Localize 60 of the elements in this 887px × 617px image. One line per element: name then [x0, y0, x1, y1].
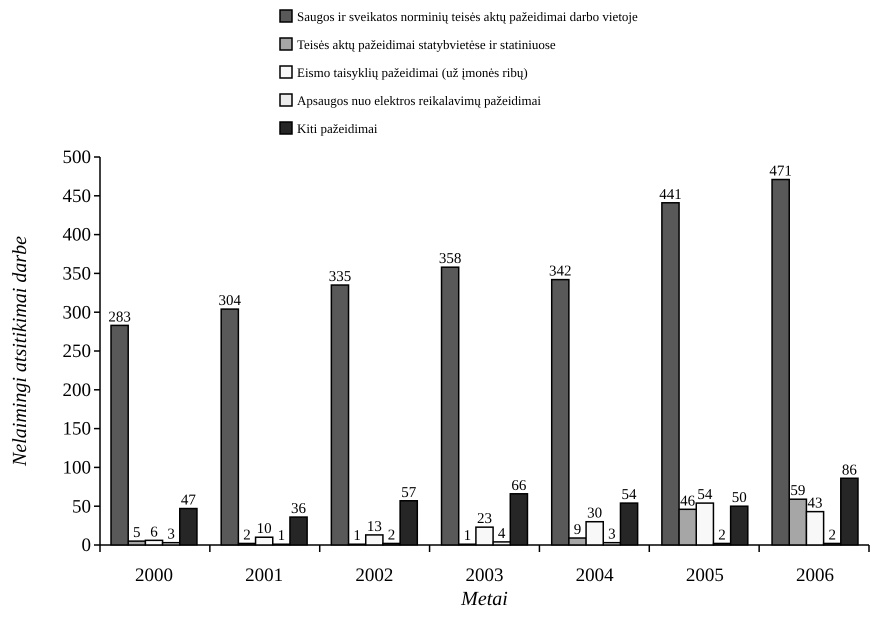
data-label: 1: [278, 528, 286, 544]
data-label: 2: [243, 527, 251, 544]
data-label: 13: [366, 518, 382, 535]
legend-label: Teisės aktų pažeidimai statybvietėse ir statiniuose: [297, 37, 556, 52]
data-label: 54: [697, 487, 713, 504]
data-label: 10: [256, 521, 272, 538]
data-label: 358: [438, 251, 462, 268]
data-label: 5: [133, 525, 141, 542]
data-label: 57: [401, 484, 417, 501]
legend-label: Apsaugos nuo elektros reikalavimų pažeidimai: [297, 93, 542, 108]
data-label: 2: [828, 527, 836, 544]
data-label: 2: [718, 527, 726, 544]
data-label: 23: [477, 511, 492, 528]
x-tick-label: 2001: [245, 565, 284, 586]
data-label: 471: [769, 164, 792, 180]
y-tick-label: 50: [72, 496, 91, 518]
data-label: 342: [549, 264, 572, 280]
data-label: 335: [328, 269, 352, 286]
data-label: 30: [587, 506, 602, 522]
data-label: 54: [622, 487, 638, 504]
data-label: 283: [108, 309, 131, 326]
data-label: 4: [498, 526, 506, 542]
data-label: 46: [680, 493, 696, 510]
y-tick-label: 300: [62, 302, 91, 324]
data-label: 43: [808, 496, 823, 512]
y-tick-label: 450: [62, 186, 91, 207]
data-label: 441: [659, 186, 682, 203]
x-tick-label: 2002: [355, 565, 394, 586]
y-tick-label: 350: [62, 263, 91, 284]
y-tick-label: 100: [62, 457, 91, 478]
legend-label: Saugos ir sveikatos norminių teisės aktų pažeidimai darbo vietoje: [297, 9, 638, 24]
y-tick-label: 150: [62, 418, 91, 440]
data-label: 3: [608, 526, 616, 543]
data-label: 86: [842, 462, 858, 478]
y-tick-label: 200: [62, 380, 91, 401]
legend-label: Eismo taisyklių pažeidimai (už įmonės ribų): [297, 65, 528, 80]
data-label: 6: [150, 524, 158, 540]
data-label: 2: [388, 527, 396, 544]
y-axis-title: Nelaimingi atsitikimai darbe: [9, 236, 31, 467]
data-label: 36: [291, 501, 307, 518]
data-label: 304: [218, 293, 242, 310]
legend-label: Kiti pažeidimai: [297, 121, 378, 136]
y-tick-label: 500: [62, 147, 91, 168]
x-axis-title: Metai: [460, 588, 508, 610]
data-label: 66: [511, 478, 527, 494]
y-tick-label: 250: [62, 341, 91, 362]
data-label: 1: [464, 528, 472, 544]
x-tick-label: 2000: [134, 565, 173, 586]
data-label: 50: [732, 490, 747, 506]
x-tick-label: 2004: [576, 565, 614, 586]
data-label: 1: [353, 528, 361, 544]
data-label: 3: [167, 526, 175, 543]
y-tick-label: 400: [62, 224, 91, 246]
data-label: 47: [180, 492, 196, 509]
x-tick-label: 2003: [466, 565, 504, 586]
data-label: 59: [790, 483, 806, 500]
x-tick-label: 2006: [796, 565, 834, 586]
x-tick-label: 2005: [686, 565, 724, 586]
y-tick-label: 0: [82, 535, 91, 556]
data-label: 9: [574, 522, 582, 538]
